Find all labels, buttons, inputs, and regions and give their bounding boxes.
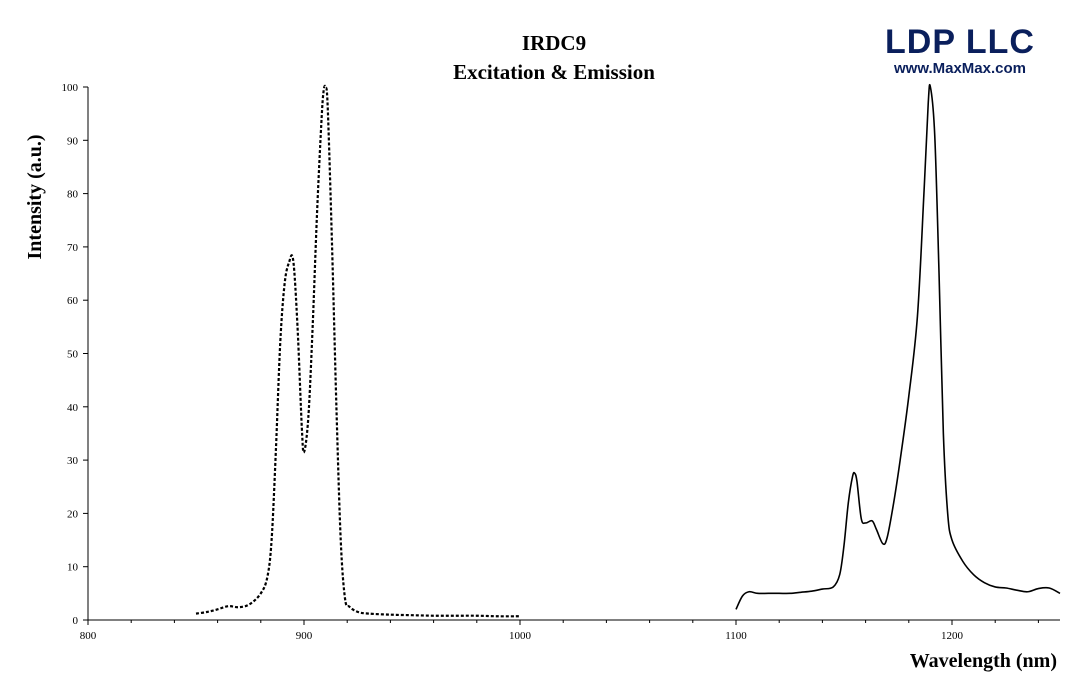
y-axis-label: Intensity (a.u.) xyxy=(24,134,46,259)
x-tick-label: 1100 xyxy=(725,630,747,642)
y-tick-label: 10 xyxy=(67,562,79,574)
y-tick-label: 0 xyxy=(73,615,79,627)
y-tick-label: 40 xyxy=(67,402,79,414)
ticks: 0 10 20 30 40 50 60 70 80 90 100 800 900 1000 1100 1200 xyxy=(62,82,1039,642)
y-tick-label: 70 xyxy=(67,242,79,254)
x-tick-label: 1000 xyxy=(509,630,532,642)
y-tick-label: 80 xyxy=(67,189,79,201)
y-tick-label: 20 xyxy=(67,508,79,520)
y-tick-label: 50 xyxy=(67,349,79,361)
x-tick-label: 900 xyxy=(296,630,313,642)
series-layer xyxy=(195,83,1061,618)
x-tick-label: 1200 xyxy=(941,630,964,642)
excitation-series-line xyxy=(195,84,521,618)
y-tick-label: 60 xyxy=(67,295,79,307)
y-tick-label: 90 xyxy=(67,135,79,147)
chart-title: IRDC9 xyxy=(522,31,586,55)
chart-subtitle: Excitation & Emission xyxy=(453,60,655,84)
emission-series-line xyxy=(735,83,1061,610)
logo-url: www.MaxMax.com xyxy=(893,60,1026,77)
y-tick-label: 100 xyxy=(62,82,79,94)
x-axis-label: Wavelength (nm) xyxy=(910,650,1057,672)
logo-name: LDP LLC xyxy=(885,23,1035,61)
y-tick-label: 30 xyxy=(67,455,79,467)
x-tick-label: 800 xyxy=(80,630,97,642)
